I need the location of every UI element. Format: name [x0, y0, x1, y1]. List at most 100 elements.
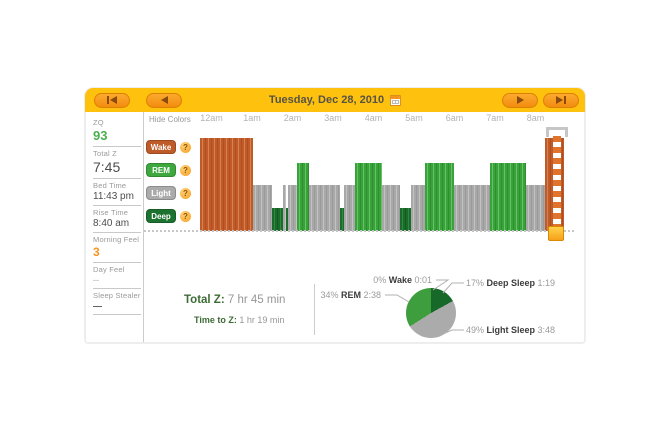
time-to-z-value: 1 hr 19 min — [239, 315, 285, 325]
sleep-tracker-window: Tuesday, Dec 28, 2010 ZQ 93 Total Z 7:45 Bed… — [85, 88, 585, 343]
time-to-z: Time to Z: 1 hr 19 min — [194, 315, 284, 325]
sidebar-item-value: — — [93, 301, 102, 311]
pie-label-percent: 49% — [466, 325, 487, 335]
hypnogram-segment-light — [344, 185, 355, 231]
hypnogram-segment-light — [526, 185, 545, 231]
x-tick-label: 6am — [445, 113, 464, 123]
titlebar: Tuesday, Dec 28, 2010 — [85, 88, 585, 112]
hypnogram-segment-light — [288, 185, 297, 231]
hypnogram-segment-rem — [489, 163, 526, 231]
sidebar-item-label: Total Z — [93, 149, 117, 158]
calendar-icon[interactable] — [390, 94, 402, 106]
previous-day-button[interactable] — [146, 92, 182, 108]
stage-button-light[interactable]: Light — [146, 186, 176, 200]
hypnogram-segment-light — [309, 185, 340, 231]
hypnogram-segment-wake — [200, 138, 254, 231]
skip-end-bar-icon — [564, 96, 566, 104]
help-icon[interactable]: ? — [180, 164, 191, 176]
pie-label-wake: 0% Wake 0:01 — [373, 275, 432, 285]
sidebar-item-label: Bed Time — [93, 181, 127, 190]
arrow-right-icon — [516, 96, 524, 104]
stage-button-deep[interactable]: Deep — [146, 209, 176, 223]
sidebar-item-bed-time: Bed Time 11:43 pm — [93, 179, 141, 206]
stage-button-wake[interactable]: Wake — [146, 140, 176, 154]
hypnogram-segment-rem — [424, 163, 454, 231]
sidebar-item-value: 8:40 am — [93, 218, 130, 229]
chart-baseline — [144, 230, 574, 232]
pie-label-percent: 17% — [466, 278, 487, 288]
x-tick-label: 12am — [200, 113, 223, 123]
sidebar-item-label: Day Feel — [93, 265, 125, 274]
x-tick-label: 4am — [364, 113, 383, 123]
date-title: Tuesday, Dec 28, 2010 — [268, 94, 385, 106]
sidebar-item-total-z: Total Z 7:45 — [93, 147, 141, 179]
hypnogram-segment-light — [411, 185, 425, 231]
sidebar-item-day-feel: Day Feel -- — [93, 263, 141, 289]
content: ZQ 93 Total Z 7:45 Bed Time 11:43 pm Rise Time… — [85, 112, 585, 343]
arrow-left-icon — [110, 96, 117, 104]
sidebar-item-sleep-stealer: Sleep Stealer — — [93, 289, 141, 315]
x-tick-label: 8am — [526, 113, 545, 123]
sidebar-item-value: 3 — [93, 245, 100, 259]
summary-divider — [314, 284, 315, 335]
pie-label-stage: Wake — [388, 275, 412, 285]
sidebar-item-value: 7:45 — [93, 159, 121, 175]
total-z-value: 7 hr 45 min — [227, 294, 286, 306]
legend-row-wake: Wake? — [146, 140, 191, 154]
hypnogram-segment-rem — [296, 163, 310, 231]
hypnogram-segment-light — [283, 185, 286, 231]
help-icon[interactable]: ? — [180, 187, 191, 199]
sidebar-item-value: -- — [93, 275, 99, 285]
pie-label-rem: 34% REM 2:38 — [320, 290, 381, 300]
sidebar-item-rise-time: Rise Time 8:40 am — [93, 206, 141, 233]
x-tick-label: 7am — [486, 113, 504, 123]
stage-button-rem[interactable]: REM — [146, 163, 176, 177]
arrow-left-icon — [160, 96, 168, 104]
help-icon[interactable]: ? — [180, 141, 191, 153]
pie-label-percent: 0% — [373, 275, 389, 285]
sidebar-item-zq: ZQ 93 — [93, 116, 141, 147]
next-day-button[interactable] — [502, 92, 538, 108]
time-marker-bracket-icon — [546, 127, 568, 137]
x-tick-label: 2am — [283, 113, 302, 123]
help-icon[interactable]: ? — [180, 210, 191, 222]
hypnogram-plot — [200, 138, 564, 231]
sidebar-item-value: 11:43 pm — [93, 191, 134, 202]
last-day-button[interactable] — [543, 92, 579, 108]
sidebar-item-label: ZQ — [93, 118, 104, 127]
sidebar-item-morning-feel: Morning Feel 3 — [93, 233, 141, 263]
time-marker-handle[interactable] — [548, 226, 564, 241]
hypnogram-segment-light — [381, 185, 400, 231]
sidebar: ZQ 93 Total Z 7:45 Bed Time 11:43 pm Rise Time… — [86, 112, 144, 342]
hypnogram-segment-rem — [354, 163, 382, 231]
pie-label-light-sleep: 49% Light Sleep 3:48 — [466, 325, 555, 335]
legend-row-rem: REM? — [146, 163, 191, 177]
pie-label-stage: Light Sleep — [486, 325, 536, 335]
x-tick-label: 5am — [405, 113, 423, 123]
skip-start-bar-icon — [107, 96, 109, 104]
x-tick-label: 3am — [324, 113, 342, 123]
hypnogram-segment-deep — [271, 208, 284, 231]
sidebar-item-label: Rise Time — [93, 208, 129, 217]
hypnogram-segment-deep — [339, 208, 345, 231]
hide-colors-link[interactable]: Hide Colors — [149, 115, 191, 124]
legend-row-deep: Deep? — [146, 209, 191, 223]
title-wrap: Tuesday, Dec 28, 2010 — [268, 88, 402, 112]
sidebar-item-label: Morning Feel — [93, 235, 140, 244]
legend-row-light: Light? — [146, 186, 191, 200]
pie-label-stage: REM — [340, 290, 361, 300]
hypnogram-segment-light — [453, 185, 490, 231]
time-to-z-label: Time to Z: — [194, 315, 237, 325]
first-day-button[interactable] — [94, 92, 130, 108]
sidebar-item-value: 93 — [93, 128, 108, 143]
sidebar-item-label: Sleep Stealer — [93, 291, 141, 300]
hypnogram-segment-light — [253, 185, 272, 231]
pie-label-time: 2:38 — [360, 290, 381, 300]
pie-label-time: 0:01 — [411, 275, 432, 285]
nav-group-right — [502, 92, 579, 108]
arrow-right-icon — [556, 96, 563, 104]
time-marker-track — [553, 136, 561, 232]
hypnogram-segment-deep — [285, 208, 289, 231]
pie-label-time: 1:19 — [535, 278, 556, 288]
